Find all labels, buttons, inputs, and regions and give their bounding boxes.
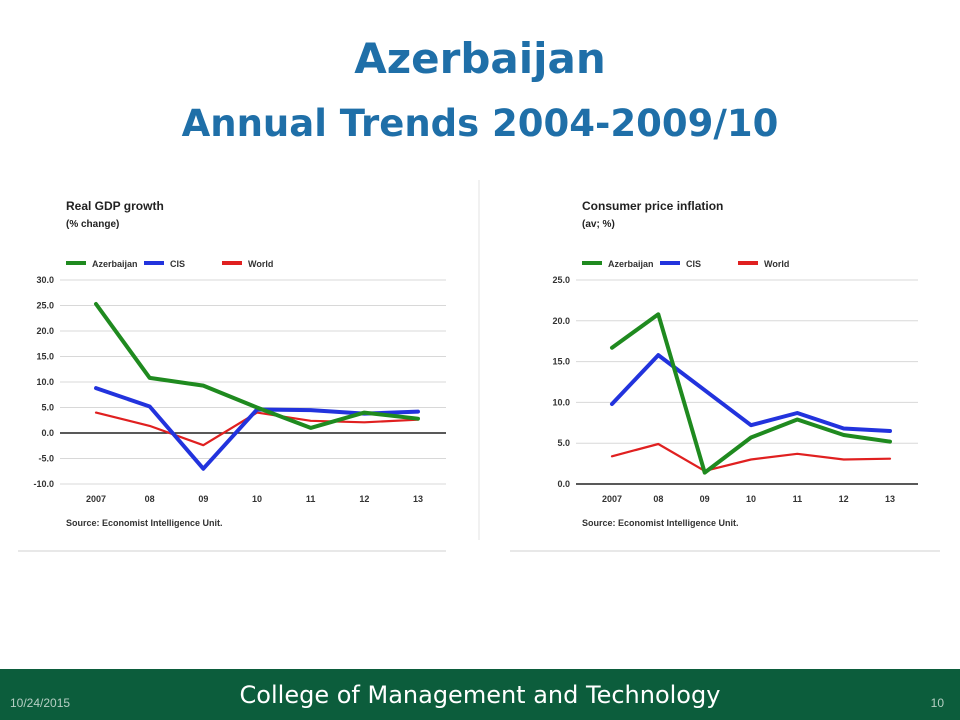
x-tick-label: 12 [839, 494, 849, 504]
chart-source: Source: Economist Intelligence Unit. [582, 518, 739, 528]
y-tick-label: 25.0 [36, 301, 54, 311]
chart-title: Consumer price inflation [582, 199, 723, 213]
y-tick-label: -5.0 [38, 454, 54, 464]
series-line-world [94, 411, 420, 447]
y-tick-label: 25.0 [552, 275, 570, 285]
footer-date: 10/24/2015 [10, 696, 71, 710]
y-tick-label: 5.0 [557, 438, 570, 448]
chart-subtitle: (av; %) [582, 219, 615, 230]
y-tick-label: 20.0 [36, 326, 54, 336]
footer-title: College of Management and Technology [239, 681, 721, 709]
chart-source: Source: Economist Intelligence Unit. [66, 518, 223, 528]
legend-label-cis: CIS [686, 259, 701, 269]
gdp-chart-panel: Real GDP growth (% change) Azerbaijan CIS Wo… [18, 180, 446, 552]
legend-label-world: World [248, 259, 273, 269]
y-tick-label: 0.0 [557, 479, 570, 489]
slide-title: Azerbaijan [354, 34, 606, 83]
series-line-cis [610, 353, 892, 433]
x-tick-label: 2007 [602, 494, 622, 504]
slide-subtitle: Annual Trends 2004-2009/10 [181, 102, 779, 145]
series-line-cis [94, 386, 420, 471]
y-tick-label: 10.0 [36, 377, 54, 387]
x-tick-label: 11 [793, 494, 803, 504]
x-tick-label: 10 [746, 494, 756, 504]
x-tick-label: 13 [885, 494, 895, 504]
x-tick-label: 09 [700, 494, 710, 504]
x-tick-label: 2007 [86, 494, 106, 504]
inflation-chart-panel: Consumer price inflation (av; %) Azerbaija… [510, 180, 940, 552]
page-number: 10 [930, 696, 944, 710]
y-tick-label: -10.0 [33, 479, 54, 489]
series-line-azerbaijan [94, 302, 420, 430]
y-tick-label: 15.0 [36, 352, 54, 362]
chart-title: Real GDP growth [66, 199, 164, 213]
legend-label-cis: CIS [170, 259, 185, 269]
series-line-azerbaijan [610, 312, 892, 475]
y-tick-label: 0.0 [41, 428, 54, 438]
y-tick-label: 10.0 [552, 397, 570, 407]
legend-label-world: World [764, 259, 789, 269]
x-tick-label: 08 [653, 494, 663, 504]
x-tick-label: 13 [413, 494, 423, 504]
panel-divider [478, 180, 480, 540]
x-tick-label: 12 [359, 494, 369, 504]
legend-label-azerbaijan: Azerbaijan [92, 259, 138, 269]
legend-label-azerbaijan: Azerbaijan [608, 259, 654, 269]
inflation-chart: Consumer price inflation (av; %) Azerbaija… [552, 199, 918, 528]
chart-subtitle: (% change) [66, 219, 119, 230]
y-tick-label: 20.0 [552, 316, 570, 326]
gdp-chart: Real GDP growth (% change) Azerbaijan CIS Wo… [33, 199, 446, 528]
y-tick-label: 5.0 [41, 403, 54, 413]
series-line-world [610, 442, 892, 472]
y-tick-label: 15.0 [552, 357, 570, 367]
x-tick-label: 09 [198, 494, 208, 504]
x-tick-label: 11 [306, 494, 316, 504]
x-tick-label: 10 [252, 494, 262, 504]
footer-bar: 10/24/2015 College of Management and Tec… [0, 669, 960, 720]
x-tick-label: 08 [145, 494, 155, 504]
y-tick-label: 30.0 [36, 275, 54, 285]
